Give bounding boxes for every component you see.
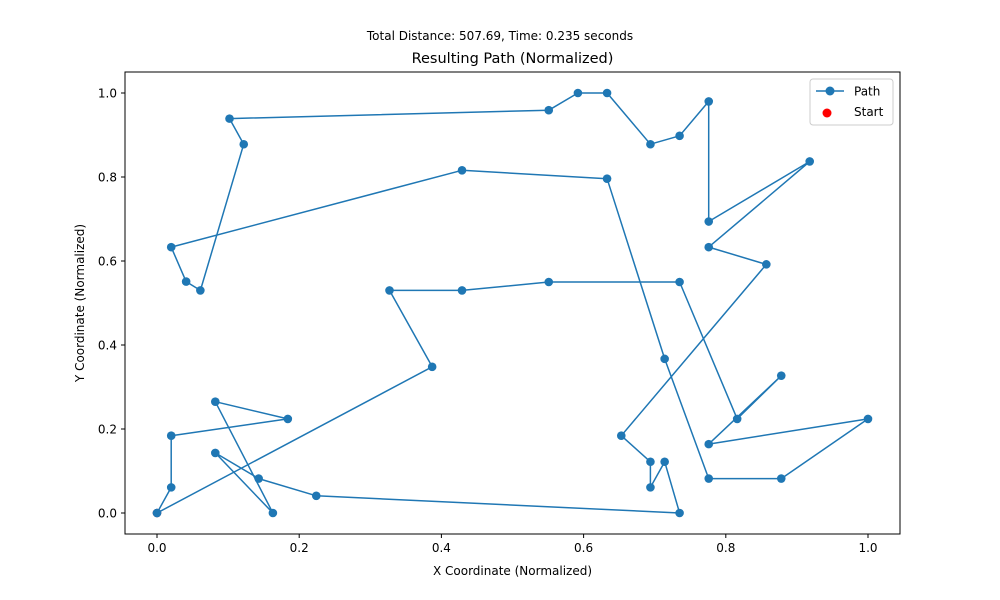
y-tick-label: 0.2 bbox=[98, 423, 117, 437]
path-point bbox=[210, 397, 220, 407]
legend-start-label: Start bbox=[854, 105, 884, 119]
legend-path-marker bbox=[825, 86, 835, 96]
path-point bbox=[732, 414, 742, 424]
x-axis-label: X Coordinate (Normalized) bbox=[433, 564, 592, 578]
path-point bbox=[660, 457, 669, 467]
x-tick-label: 0.0 bbox=[147, 541, 166, 555]
path-point bbox=[675, 277, 684, 287]
path-point bbox=[675, 508, 684, 518]
y-axis-ticks: 0.0 0.2 0.4 0.6 0.8 1.0 bbox=[98, 87, 125, 521]
y-tick-label: 0.0 bbox=[98, 507, 117, 521]
y-axis-label: Y Coordinate (Normalized) bbox=[73, 224, 87, 383]
y-tick-label: 0.8 bbox=[98, 171, 117, 185]
legend-path-label: Path bbox=[854, 85, 880, 99]
marker-layer bbox=[152, 88, 873, 518]
path-point bbox=[166, 483, 176, 492]
path-point bbox=[646, 457, 655, 467]
path-point bbox=[704, 439, 714, 449]
path-point bbox=[427, 362, 437, 372]
y-tick-label: 0.6 bbox=[98, 255, 117, 269]
x-tick-label: 0.8 bbox=[716, 541, 735, 555]
plot-area bbox=[124, 71, 901, 535]
suptitle: Total Distance: 507.69, Time: 0.235 seco… bbox=[366, 29, 633, 43]
path-point bbox=[776, 371, 786, 380]
series-path-line bbox=[156, 92, 869, 514]
path-point bbox=[152, 508, 162, 518]
path-point bbox=[616, 431, 626, 441]
path-point bbox=[646, 483, 655, 492]
legend-start-marker bbox=[822, 108, 832, 118]
path-point bbox=[457, 286, 467, 295]
path-point bbox=[544, 277, 554, 287]
path-point bbox=[457, 165, 467, 175]
path-point bbox=[311, 491, 321, 501]
x-tick-label: 0.2 bbox=[290, 541, 309, 555]
path-point bbox=[660, 354, 669, 364]
path-point bbox=[166, 431, 176, 441]
path-point bbox=[283, 414, 293, 424]
x-tick-label: 1.0 bbox=[858, 541, 877, 555]
path-point bbox=[762, 260, 771, 269]
path-point bbox=[675, 131, 684, 141]
y-tick-label: 1.0 bbox=[98, 87, 117, 101]
path-point bbox=[805, 157, 815, 166]
path-point bbox=[196, 286, 205, 295]
path-point bbox=[181, 277, 191, 286]
path-point bbox=[573, 88, 583, 98]
axes-background bbox=[125, 72, 900, 534]
x-tick-label: 0.4 bbox=[432, 541, 451, 555]
axes-frame bbox=[124, 71, 901, 535]
path-point bbox=[704, 474, 714, 483]
path-point bbox=[385, 286, 394, 295]
path-point bbox=[225, 114, 234, 123]
path-point bbox=[863, 414, 873, 424]
x-tick-label: 0.6 bbox=[574, 541, 593, 555]
path-point bbox=[544, 105, 554, 115]
path-point bbox=[776, 474, 786, 483]
path-layer bbox=[156, 92, 869, 514]
y-tick-label: 0.4 bbox=[98, 339, 117, 353]
path-point bbox=[210, 448, 220, 458]
path-point bbox=[602, 88, 612, 98]
path-point bbox=[254, 474, 263, 483]
path-point bbox=[268, 508, 278, 518]
legend: Path Start bbox=[809, 78, 894, 126]
chart-title: Resulting Path (Normalized) bbox=[412, 51, 614, 67]
path-point bbox=[704, 97, 714, 106]
path-point bbox=[646, 139, 655, 149]
path-point bbox=[239, 139, 249, 149]
x-axis-ticks: 0.0 0.2 0.4 0.6 0.8 1.0 bbox=[147, 534, 878, 555]
path-point bbox=[602, 174, 612, 183]
path-point bbox=[166, 242, 176, 252]
path-point bbox=[704, 217, 714, 226]
path-point bbox=[704, 242, 714, 252]
